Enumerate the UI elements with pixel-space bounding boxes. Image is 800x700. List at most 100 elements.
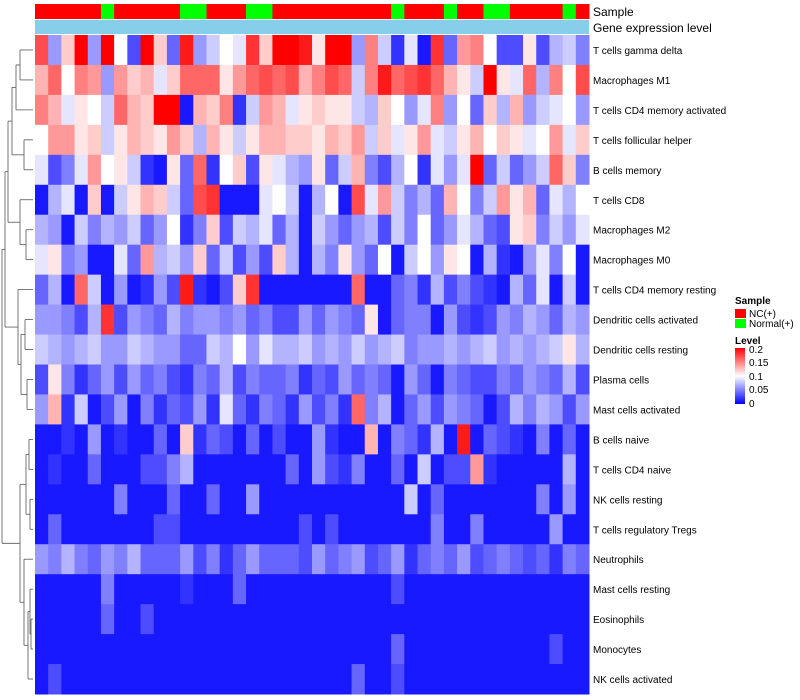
heatmap-cell — [377, 94, 392, 126]
heatmap-cell — [391, 274, 405, 306]
heatmap-cell — [430, 544, 445, 575]
row-label: Dendritic cells resting — [593, 346, 688, 357]
heatmap-cell — [206, 124, 221, 156]
heatmap-cell — [312, 394, 326, 425]
heatmap-cells — [35, 35, 590, 695]
heatmap-cell — [562, 124, 577, 156]
sample-annotation-cell — [259, 4, 273, 19]
heatmap-cell — [443, 35, 458, 66]
heatmap-cell — [114, 394, 128, 425]
heatmap-cell — [430, 274, 445, 306]
heatmap-cell — [430, 364, 445, 395]
heatmap-cell — [562, 304, 577, 336]
heatmap-cell — [338, 35, 353, 66]
heatmap-cell — [100, 274, 115, 306]
heatmap-cell — [509, 334, 524, 365]
heatmap-cell — [61, 214, 76, 246]
heatmap-cell — [140, 334, 155, 365]
heatmap-cell — [140, 634, 155, 665]
heatmap-cell — [259, 424, 273, 455]
heatmap-cell — [312, 304, 326, 336]
heatmap-cell — [61, 35, 76, 66]
legend-tick-2: 0.1 — [749, 372, 763, 383]
heatmap-cell — [417, 35, 432, 66]
heatmap-cell — [193, 94, 207, 126]
sample-annotation-cell — [246, 4, 260, 19]
heatmap-cell — [536, 424, 550, 455]
heatmap-cell — [193, 214, 207, 246]
heatmap-cell — [219, 364, 234, 395]
heatmap-cell — [312, 94, 326, 126]
heatmap-cell — [298, 394, 313, 425]
heatmap-cell — [246, 304, 260, 336]
heatmap-cell — [246, 64, 260, 96]
heatmap-cell — [338, 604, 353, 635]
heatmap-cell — [457, 364, 471, 395]
heatmap-cell — [562, 454, 577, 485]
heatmap-cell — [48, 574, 62, 605]
heatmap-cell — [325, 514, 339, 545]
heatmap-cell — [536, 664, 550, 695]
heatmap-cell — [74, 484, 89, 515]
heatmap-cell — [35, 484, 49, 515]
heatmap-cell — [364, 64, 379, 96]
heatmap-cell — [246, 35, 260, 66]
heatmap-cell — [549, 244, 564, 276]
heatmap-cell — [219, 244, 234, 276]
heatmap-cell — [364, 35, 379, 66]
heatmap-cell — [114, 244, 128, 276]
heatmap-cell — [193, 304, 207, 336]
heatmap-cell — [312, 664, 326, 695]
heatmap-cell — [219, 154, 234, 186]
heatmap-cell — [496, 124, 511, 156]
sample-annotation-cell — [127, 4, 142, 19]
heatmap-cell — [298, 35, 313, 66]
heatmap-cell — [180, 184, 194, 216]
heatmap-cell — [470, 364, 484, 395]
legend-label-nc: NC(+) — [749, 309, 776, 320]
heatmap-cell — [246, 94, 260, 126]
heatmap-cell — [575, 664, 590, 695]
heatmap-cell — [325, 574, 339, 605]
heatmap-cell — [496, 244, 511, 276]
heatmap-cell — [509, 574, 524, 605]
heatmap-cell — [259, 184, 273, 216]
heatmap-cell — [298, 334, 313, 365]
heatmap-cell — [536, 184, 550, 216]
heatmap-cell — [523, 304, 537, 336]
heatmap-cell — [562, 514, 577, 545]
sample-annotation-cell — [193, 4, 207, 19]
heatmap-cell — [127, 244, 142, 276]
row-label: Macrophages M2 — [593, 226, 671, 237]
heatmap-cell — [312, 574, 326, 605]
heatmap-cell — [74, 514, 89, 545]
heatmap-cell — [259, 484, 273, 515]
heatmap-cell — [549, 544, 564, 575]
heatmap-cell — [140, 604, 155, 635]
heatmap-cell — [430, 424, 445, 455]
heatmap-cell — [470, 424, 484, 455]
heatmap-cell — [259, 634, 273, 665]
heatmap-cell — [351, 124, 366, 156]
heatmap-cell — [483, 424, 498, 455]
heatmap-cell — [219, 124, 234, 156]
heatmap-cell — [443, 64, 458, 96]
heatmap-cell — [536, 244, 550, 276]
heatmap-cell — [114, 35, 128, 66]
heatmap-cell — [35, 214, 49, 246]
heatmap-cell — [536, 634, 550, 665]
heatmap-cell — [575, 424, 590, 455]
heatmap-cell — [259, 214, 273, 246]
heatmap-cell — [430, 35, 445, 66]
sample-annotation-cell — [232, 4, 247, 19]
heatmap-cell — [523, 364, 537, 395]
heatmap-cell — [377, 454, 392, 485]
heatmap-cell — [391, 424, 405, 455]
heatmap-cell — [325, 154, 339, 186]
heatmap-cell — [206, 274, 221, 306]
heatmap-cell — [325, 664, 339, 695]
heatmap-cell — [100, 35, 115, 66]
legend-tick-1: 0.15 — [749, 358, 769, 369]
heatmap-cell — [61, 424, 76, 455]
